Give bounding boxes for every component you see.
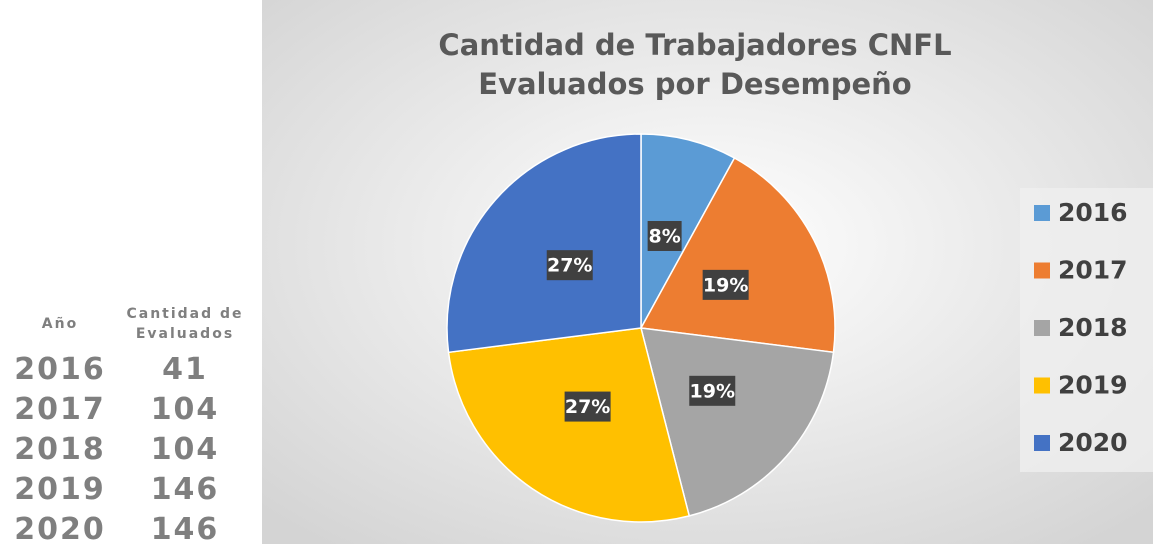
data-label-box	[702, 269, 749, 300]
data-label-box	[647, 220, 682, 251]
legend-swatch	[1034, 377, 1050, 394]
chart-title: Evaluados por Desempeño	[478, 67, 911, 101]
legend-label: 2017	[1058, 256, 1128, 285]
data-label-box	[689, 375, 736, 406]
data-label-box	[546, 250, 593, 281]
table-cell: 2019	[14, 472, 106, 507]
table-header: Año	[41, 316, 79, 332]
table-cell: 2018	[14, 432, 106, 467]
table-cell: 2017	[14, 392, 106, 427]
data-label: 27%	[547, 255, 592, 277]
legend-label: 2020	[1058, 428, 1128, 457]
pie-slice	[447, 327, 691, 523]
pie-slice	[639, 327, 835, 517]
table-header: Cantidad de Evaluados	[126, 306, 244, 342]
legend-swatch	[1034, 262, 1050, 279]
table-cell: 104	[150, 432, 220, 467]
data-label: 19%	[690, 380, 735, 402]
pie-slice	[446, 133, 642, 354]
chart-title: Cantidad de Trabajadores CNFL	[438, 28, 951, 62]
pie-slice	[640, 133, 736, 329]
legend-label: 2018	[1058, 313, 1128, 342]
data-label: 27%	[565, 396, 610, 418]
table-cell: 41	[162, 352, 208, 387]
data-label: 8%	[648, 225, 680, 247]
table-cell: 146	[150, 512, 220, 547]
table-cell: 104	[150, 392, 220, 427]
chart: Cantidad de Trabajadores CNFL Evaluados …	[262, 0, 1153, 544]
pie-slice	[639, 156, 836, 354]
table-cell: 2016	[14, 352, 106, 387]
data-label-box	[564, 391, 611, 422]
data-table: Año Cantidad de Evaluados 2016 41 2017 104 2…	[0, 0, 262, 547]
legend-label: 2019	[1058, 371, 1128, 400]
legend-label: 2016	[1058, 198, 1128, 227]
legend-swatch	[1034, 205, 1050, 221]
table-cell: 146	[150, 472, 220, 507]
table-cell: 2020	[14, 512, 106, 547]
legend-swatch	[1034, 435, 1050, 451]
data-label: 19%	[703, 274, 748, 296]
legend-swatch	[1034, 320, 1050, 336]
